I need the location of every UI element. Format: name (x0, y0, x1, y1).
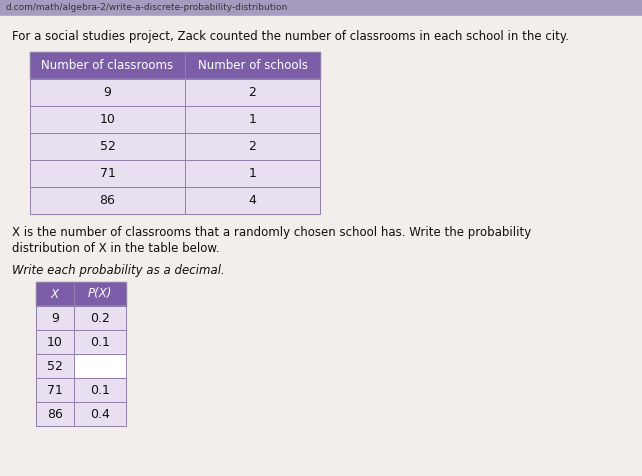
Bar (30, 187, 185, 214)
Text: X: X (51, 288, 59, 300)
Text: 0.2: 0.2 (90, 311, 110, 325)
Text: 86: 86 (47, 407, 63, 420)
Bar (30, 52, 185, 79)
Bar (30, 187, 185, 214)
Bar (74, 402, 126, 426)
Bar (36, 378, 74, 402)
Bar (30, 106, 185, 133)
Text: 71: 71 (47, 384, 63, 397)
Bar (185, 106, 320, 133)
Bar (30, 52, 185, 79)
Text: 9: 9 (51, 311, 59, 325)
Bar (36, 378, 74, 402)
Text: 9: 9 (103, 86, 112, 99)
Text: For a social studies project, Zack counted the number of classrooms in each scho: For a social studies project, Zack count… (12, 30, 569, 43)
Text: 71: 71 (100, 167, 116, 180)
Bar (74, 306, 126, 330)
Bar (74, 378, 126, 402)
Text: distribution of X in the table below.: distribution of X in the table below. (12, 242, 220, 255)
Text: 1: 1 (248, 113, 256, 126)
Bar (74, 330, 126, 354)
Bar (185, 79, 320, 106)
Text: 52: 52 (100, 140, 116, 153)
Bar (36, 330, 74, 354)
Text: 2: 2 (248, 140, 256, 153)
Bar (36, 402, 74, 426)
Bar (30, 160, 185, 187)
Bar (30, 133, 185, 160)
Bar (185, 52, 320, 79)
Text: Number of schools: Number of schools (198, 59, 308, 72)
Bar (74, 282, 126, 306)
Bar (185, 187, 320, 214)
Bar (185, 106, 320, 133)
Bar (185, 133, 320, 160)
Bar (30, 79, 185, 106)
Bar (36, 306, 74, 330)
Text: d.com/math/algebra-2/write-a-discrete-probability-distribution: d.com/math/algebra-2/write-a-discrete-pr… (6, 3, 288, 12)
Bar (185, 160, 320, 187)
Bar (185, 52, 320, 79)
Bar (74, 282, 126, 306)
Bar (36, 354, 74, 378)
Bar (36, 282, 74, 306)
Bar (185, 79, 320, 106)
Bar (74, 306, 126, 330)
Bar (36, 282, 74, 306)
Text: 10: 10 (47, 336, 63, 348)
Text: 52: 52 (47, 359, 63, 373)
Bar (30, 133, 185, 160)
Text: 10: 10 (100, 113, 116, 126)
Bar (36, 354, 74, 378)
Bar (74, 330, 126, 354)
Bar (185, 187, 320, 214)
Text: Number of classrooms: Number of classrooms (42, 59, 173, 72)
Bar (74, 378, 126, 402)
Text: 0.4: 0.4 (90, 407, 110, 420)
Text: 86: 86 (100, 194, 116, 207)
Bar (185, 133, 320, 160)
Bar (36, 306, 74, 330)
Text: X is the number of classrooms that a randomly chosen school has. Write the proba: X is the number of classrooms that a ran… (12, 226, 531, 239)
Bar (36, 330, 74, 354)
Text: P(X): P(X) (88, 288, 112, 300)
Text: 4: 4 (248, 194, 256, 207)
Bar (30, 160, 185, 187)
Bar (0, 0, 642, 16)
Bar (74, 354, 126, 378)
Bar (185, 160, 320, 187)
Bar (36, 402, 74, 426)
Text: 2: 2 (248, 86, 256, 99)
Text: 0.1: 0.1 (90, 336, 110, 348)
Text: 0.1: 0.1 (90, 384, 110, 397)
Bar (74, 354, 126, 378)
Text: Write each probability as a decimal.: Write each probability as a decimal. (12, 264, 225, 277)
Bar (30, 79, 185, 106)
Bar (30, 106, 185, 133)
Text: 1: 1 (248, 167, 256, 180)
Bar (74, 402, 126, 426)
